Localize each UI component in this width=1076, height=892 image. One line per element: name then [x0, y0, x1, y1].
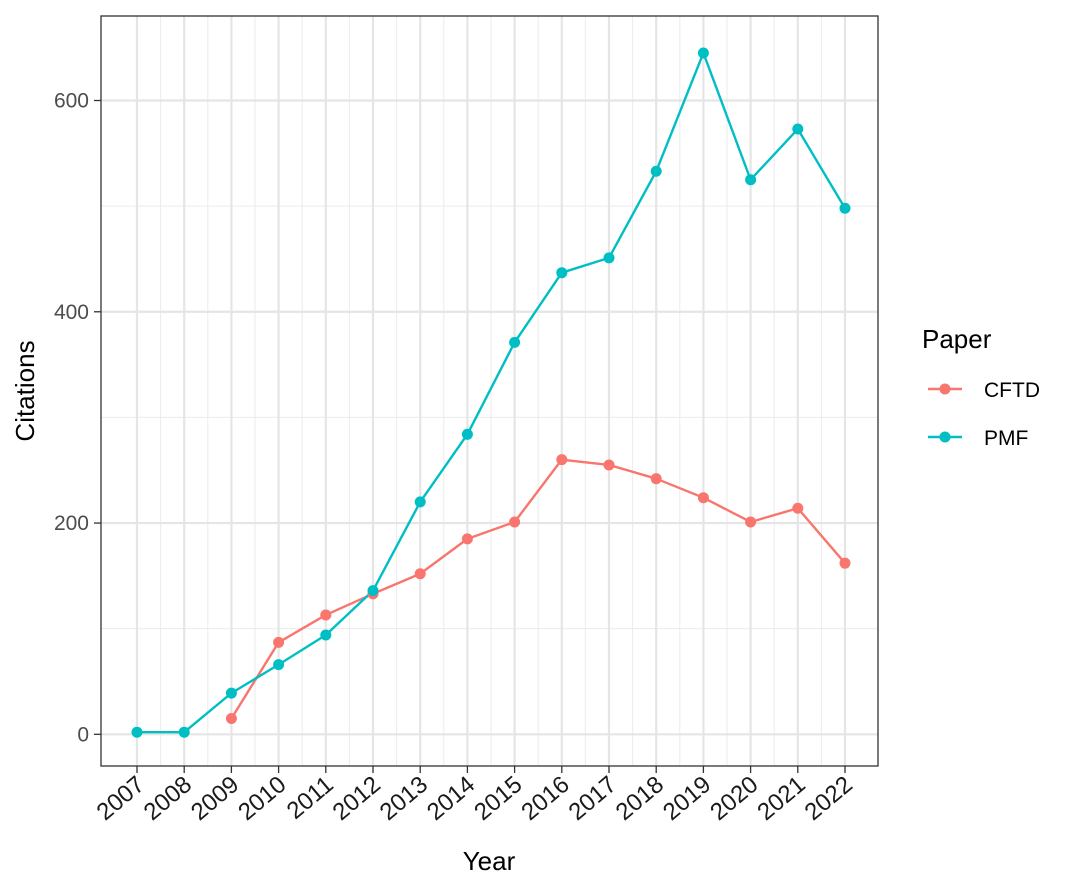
data-point-pmf: [556, 267, 568, 279]
series-line-cftd: [230, 458, 846, 720]
data-point-pmf: [461, 428, 473, 440]
legend-label-pmf: PMF: [984, 427, 1028, 450]
x-tick-label: 2014: [422, 771, 480, 826]
data-point-cftd: [461, 533, 473, 545]
data-point-cftd: [556, 454, 568, 466]
x-tick-label: 2019: [658, 771, 716, 826]
data-point-pmf: [839, 202, 851, 214]
data-point-cftd: [839, 557, 851, 569]
data-point-pmf: [367, 585, 379, 597]
data-point-pmf: [225, 687, 237, 699]
data-point-pmf: [745, 174, 757, 186]
x-tick-label: 2017: [564, 771, 622, 826]
legend-key-point-pmf: [939, 431, 951, 443]
legend-label-cftd: CFTD: [984, 379, 1040, 402]
y-tick-label: 600: [54, 90, 89, 113]
data-point-cftd: [697, 492, 709, 504]
x-tick-label: 2008: [139, 771, 197, 826]
x-tick-label: 2020: [705, 771, 763, 826]
data-point-pmf: [650, 165, 662, 177]
series-points: [131, 47, 851, 738]
data-point-cftd: [273, 636, 285, 648]
data-point-cftd: [650, 473, 662, 485]
data-point-pmf: [792, 123, 804, 135]
y-tick-label: 200: [54, 512, 89, 535]
plot-border: [100, 15, 879, 767]
series-line-pmf: [137, 51, 847, 734]
y-tick-label: 0: [77, 723, 89, 746]
data-point-pmf: [273, 659, 285, 671]
y-axis-title: Citations: [10, 340, 40, 441]
x-tick-label: 2011: [282, 771, 339, 825]
data-point-pmf: [131, 726, 143, 738]
data-point-cftd: [509, 516, 521, 528]
data-point-pmf: [509, 336, 521, 348]
x-tick-label: 2021: [752, 771, 810, 826]
data-point-pmf: [603, 252, 615, 264]
x-tick-label: 2018: [611, 771, 669, 826]
y-axis: 0 200 400 600: [54, 90, 101, 746]
x-tick-label: 2007: [92, 771, 150, 826]
data-point-cftd: [414, 568, 426, 580]
data-point-cftd: [603, 459, 615, 471]
data-point-cftd: [745, 516, 757, 528]
y-tick-label: 400: [54, 301, 89, 324]
x-tick-label: 2009: [186, 771, 244, 826]
x-axis: 2007200820092010201120122013201420152016…: [92, 766, 858, 826]
data-point-cftd: [225, 712, 237, 724]
x-tick-label: 2013: [375, 771, 433, 826]
legend-title: Paper: [922, 324, 992, 354]
data-point-cftd: [320, 609, 332, 621]
data-point-pmf: [320, 629, 332, 641]
data-point-pmf: [697, 47, 709, 59]
x-tick-label: 2015: [469, 771, 527, 826]
data-point-cftd: [792, 502, 804, 514]
legend-key-point-cftd: [939, 383, 951, 395]
series-lines: [137, 51, 847, 734]
x-tick-label: 2016: [516, 771, 574, 826]
x-tick-label: 2022: [800, 771, 858, 826]
x-axis-title: Year: [463, 846, 516, 876]
x-tick-label: 2010: [233, 771, 291, 826]
data-point-pmf: [414, 496, 426, 508]
x-tick-label: 2012: [328, 771, 386, 826]
data-point-pmf: [178, 726, 190, 738]
legend: Paper CFTD PMF: [922, 324, 1040, 450]
